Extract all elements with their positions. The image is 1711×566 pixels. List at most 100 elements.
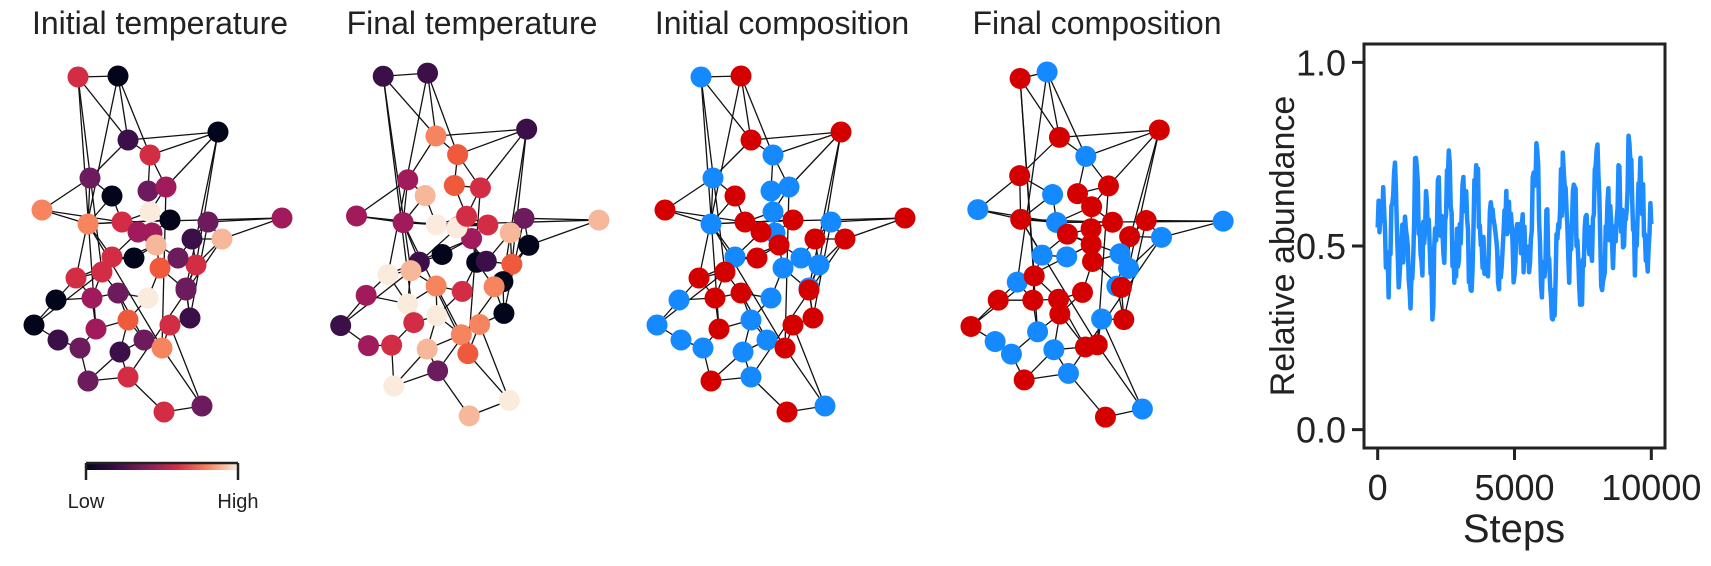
network-node: [757, 330, 778, 351]
network-edge: [388, 239, 472, 275]
network-node: [212, 229, 233, 250]
network-node: [741, 367, 762, 388]
network-edge: [1086, 130, 1159, 156]
network-final-composition: [960, 61, 1233, 427]
network-node: [415, 185, 436, 206]
network-node: [1102, 212, 1123, 233]
network-node: [192, 396, 213, 417]
network-node: [80, 168, 101, 189]
network-node: [835, 229, 856, 250]
network-node: [470, 177, 491, 198]
network-node: [154, 402, 175, 423]
network-node: [146, 235, 167, 256]
network-node: [46, 290, 67, 311]
network-node: [1043, 339, 1064, 360]
network-node: [689, 268, 710, 289]
network-node: [417, 63, 438, 84]
network-edge: [529, 220, 599, 245]
network-node: [773, 258, 794, 279]
x-tick-label: 10000: [1601, 467, 1701, 508]
network-node: [777, 402, 798, 423]
network-node: [118, 367, 139, 388]
network-node: [32, 200, 53, 221]
network-node: [1058, 363, 1079, 384]
network-node: [168, 248, 189, 269]
network-node: [500, 222, 521, 243]
network-node: [655, 200, 676, 221]
network-node: [703, 168, 724, 189]
network-node: [895, 208, 916, 229]
network-node: [484, 276, 505, 297]
network-node: [1213, 211, 1234, 232]
network-node: [48, 330, 69, 351]
plot-series-group: [1378, 136, 1652, 320]
network-node: [426, 305, 447, 326]
network-node: [1024, 265, 1045, 286]
network-node: [769, 235, 790, 256]
network-node: [1149, 119, 1170, 140]
network-node: [805, 229, 826, 250]
network-node: [447, 144, 468, 165]
network-node: [381, 335, 402, 356]
network-node: [821, 212, 842, 233]
network-node: [70, 338, 91, 359]
network-node: [1110, 243, 1131, 264]
network-node: [160, 210, 181, 231]
network-node: [383, 376, 404, 397]
network-node: [588, 210, 609, 231]
network-node: [1136, 210, 1157, 231]
network-edge: [1097, 345, 1142, 409]
colorbar-high-label: High: [217, 491, 258, 513]
network-node: [725, 186, 746, 207]
network-node: [476, 251, 497, 272]
network-node: [741, 310, 762, 331]
network-node: [134, 330, 155, 351]
network-node: [669, 290, 690, 311]
network-node: [124, 248, 145, 269]
network-node: [397, 293, 418, 314]
network-node: [92, 262, 113, 283]
network-node: [516, 119, 537, 140]
network-node: [1082, 251, 1103, 272]
network-node: [457, 343, 478, 364]
network-node: [733, 342, 754, 363]
network-node: [393, 212, 414, 233]
network-node: [208, 122, 229, 143]
network-edge: [78, 77, 128, 140]
network-node: [477, 214, 498, 235]
network-node: [988, 290, 1009, 311]
network-node: [118, 130, 139, 151]
y-tick-label: 1.0: [1296, 42, 1346, 83]
network-node: [967, 199, 988, 220]
network-node: [1081, 196, 1102, 217]
network-node: [761, 288, 782, 309]
network-edge: [701, 77, 751, 140]
network-node: [176, 280, 197, 301]
network-node: [78, 371, 99, 392]
network-node: [140, 202, 161, 223]
network-edge: [480, 324, 510, 400]
network-node: [150, 258, 171, 279]
network-node: [1057, 224, 1078, 245]
network-node: [1151, 227, 1172, 248]
network-node: [741, 130, 762, 151]
network-initial-composition: [647, 66, 916, 423]
network-node: [102, 186, 123, 207]
network-node: [108, 66, 129, 87]
network-node: [691, 67, 712, 88]
network-node: [779, 177, 800, 198]
network-node: [152, 338, 173, 359]
network-node: [182, 229, 203, 250]
colorbar-low-label: Low: [68, 491, 105, 513]
network-node: [444, 175, 465, 196]
network-node: [432, 244, 453, 265]
network-node: [1032, 245, 1053, 266]
x-tick-label: 5000: [1474, 467, 1554, 508]
network-node: [140, 145, 161, 166]
network-node: [403, 312, 424, 333]
network-node: [803, 308, 824, 329]
network-node: [427, 360, 448, 381]
network-node: [24, 315, 45, 336]
network-node: [110, 342, 131, 363]
